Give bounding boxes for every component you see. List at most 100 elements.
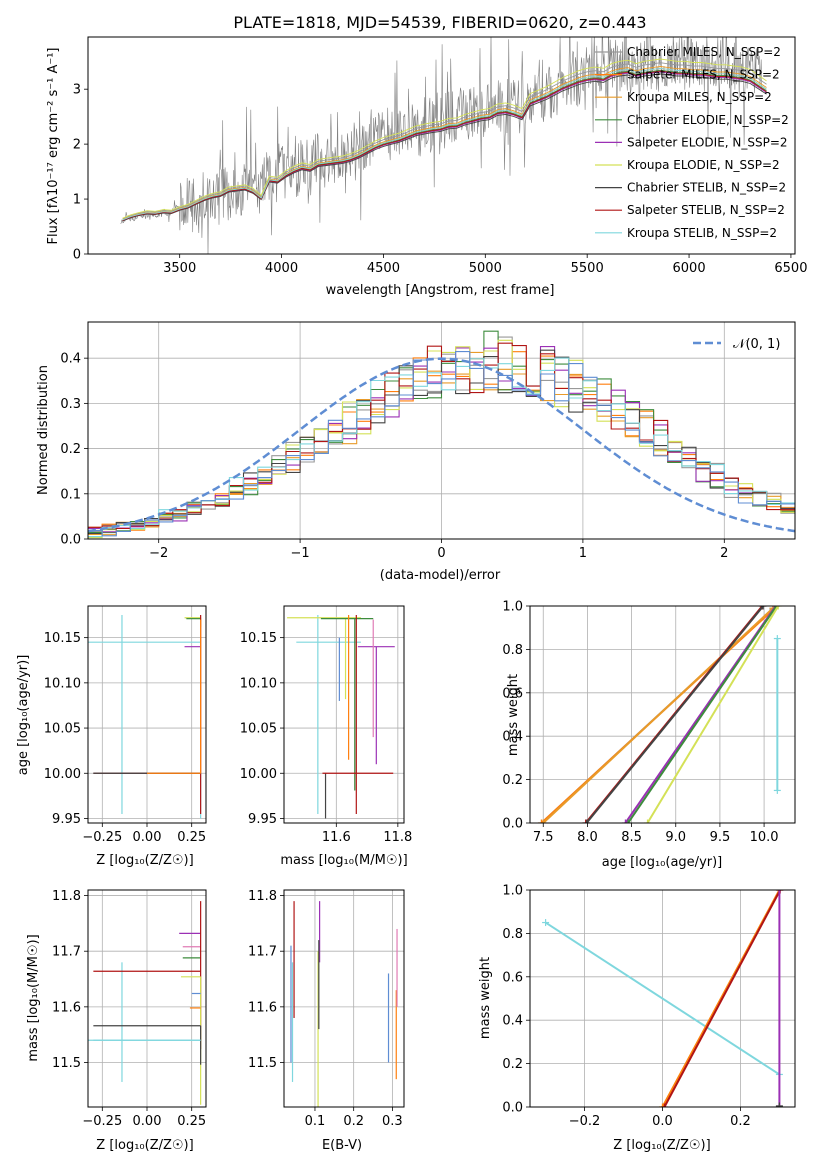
wAge-ylabel: mass weight	[506, 674, 521, 756]
residuals-ytick-label: 0.3	[60, 397, 81, 412]
age_vs_mass-ytick-label: 9.95	[248, 812, 277, 827]
age_vs_Z-plot-area	[88, 615, 202, 819]
weight_vs_Z-ytick-label: 0.4	[502, 1014, 523, 1029]
age_vs_mass-frame	[283, 605, 405, 824]
age_vs_Z-ytick-label: 10.10	[44, 676, 81, 691]
spectrum-plot-area	[120, 37, 767, 254]
residual-step-9	[88, 351, 795, 537]
residuals-ytick-label: 0.2	[60, 442, 81, 457]
age-vs-mass-panel: mass [log₁₀(M/M☉)] 11.6 11.8 9.95 10.00 10.0…	[240, 605, 412, 868]
errorbar-point-3	[357, 646, 395, 765]
mass_vs_EBV-ytick-label: 11.6	[248, 1000, 277, 1015]
spectrum-panel: PLATE=1818, MJD=54539, FIBERID=0620, z=0…	[46, 13, 807, 298]
residuals-ytick-label: 0.1	[60, 487, 81, 502]
wAge-xlabel: age [log₁₀(age/yr)]	[602, 855, 723, 870]
weight_vs_Z-xtick-label: 0.2	[730, 1114, 751, 1129]
weight-line-4	[775, 890, 783, 1107]
residuals-xtick-label: −2	[149, 546, 168, 561]
mass_vs_EBV-ytick-label: 11.8	[248, 889, 277, 904]
model-spectrum-line-7	[122, 70, 767, 221]
age_vs_mass-ytick-label: 10.15	[240, 631, 277, 646]
residuals-ytick-label: 0.0	[60, 533, 81, 548]
age_vs_mass-xtick-label: 11.6	[322, 830, 351, 845]
spectrum-ytick-label: 1	[73, 193, 81, 208]
weight_vs_Z-ytick-label: 0.8	[502, 927, 523, 942]
spectrum-xtick-label: 6000	[673, 261, 706, 276]
errorbar-point-1	[287, 617, 361, 700]
spectrum-ytick-label: 0	[73, 248, 81, 263]
weight_vs_Z-xtick-label: 0.0	[652, 1114, 673, 1129]
model-spectrum-line-2	[122, 66, 767, 221]
residuals-legend-label: 𝒩(0, 1)	[733, 337, 780, 352]
legend-label-8: Kroupa STELIB, N_SSP=2	[627, 226, 777, 240]
mass-vs-metallicity-panel: mass [log₁₀(M/M☉)] Z [log₁₀(Z/Z☉)] −0.25…	[26, 889, 207, 1153]
weight_vs_age-ytick-label: 0.2	[502, 773, 523, 788]
spectrum-ytick-label: 2	[73, 138, 81, 153]
normal-curve	[88, 357, 795, 533]
spectrum-xtick-label: 4500	[367, 261, 400, 276]
legend-label-2: Kroupa MILES, N_SSP=2	[627, 90, 772, 104]
massZ-xlabel: Z [log₁₀(Z/Z☉)]	[96, 1138, 193, 1153]
residuals-ylabel: Normed distribution	[36, 365, 51, 495]
age_vs_mass-ytick-label: 10.00	[240, 767, 277, 782]
weight-line-6	[624, 606, 780, 823]
errorbar-point-2	[320, 618, 374, 791]
massE-xlabel: E(B-V)	[322, 1138, 362, 1153]
errorbar-point-8	[322, 615, 394, 814]
mass_vs_Z-ytick-label: 11.7	[52, 945, 81, 960]
mass_vs_EBV-ytick-label: 11.5	[248, 1056, 277, 1071]
model-spectrum-line-0	[122, 62, 767, 220]
mass_vs_EBV-ytick-label: 11.7	[248, 945, 277, 960]
mass_vs_EBV-xtick-label: 0.1	[305, 1114, 326, 1129]
mass_vs_Z-xtick-label: 0.25	[177, 1114, 206, 1129]
weight_vs_Z-plot-area	[542, 890, 784, 1107]
model-spectrum-line-8	[122, 67, 767, 221]
weight-line-7	[643, 606, 782, 823]
observed-spectrum-line	[120, 37, 763, 254]
weight-segment	[627, 606, 778, 823]
ageM-xlabel: mass [log₁₀(M/M☉)]	[280, 853, 407, 868]
spectrum-xtick-label: 6500	[774, 261, 807, 276]
age_vs_mass-ytick-label: 10.10	[240, 676, 277, 691]
errorbar-point-0	[296, 615, 361, 814]
age_vs_mass-plot-area	[287, 615, 395, 819]
weight-line-4	[583, 606, 767, 823]
spectrum-xtick-label: 5000	[469, 261, 502, 276]
legend-label-7: Salpeter STELIB, N_SSP=2	[627, 203, 785, 217]
legend-label-1: Salpeter MILES, N_SSP=2	[627, 68, 780, 82]
residuals-xtick-label: 0	[437, 546, 445, 561]
spectrum-frame	[87, 36, 796, 255]
weight_vs_age-xtick-label: 9.0	[665, 830, 686, 845]
age_vs_Z-xtick-label: 0.00	[133, 830, 162, 845]
spectrum-ylabel: Flux [fλ10⁻¹⁷ erg cm⁻² s⁻¹ A⁻¹]	[46, 48, 61, 245]
mass_vs_EBV-xtick-label: 0.2	[343, 1114, 364, 1129]
age_vs_Z-ytick-label: 10.15	[44, 631, 81, 646]
residuals-xtick-label: 1	[579, 546, 587, 561]
age_vs_Z-xtick-label: 0.25	[177, 830, 206, 845]
weight-segment	[542, 607, 774, 823]
model-spectrum-line-6	[122, 73, 767, 222]
mass_vs_Z-ytick-label: 11.5	[52, 1056, 81, 1071]
wZ-xlabel: Z [log₁₀(Z/Z☉)]	[613, 1138, 710, 1153]
spectrum-xtick-label: 4000	[265, 261, 298, 276]
legend-label-3: Chabrier ELODIE, N_SSP=2	[627, 113, 789, 127]
age-vs-metallicity-panel: age [log₁₀(age/yr)] Z [log₁₀(Z/Z☉)] −0.2…	[16, 605, 207, 868]
age_vs_mass-xtick-label: 11.8	[383, 830, 412, 845]
legend-label-5: Kroupa ELODIE, N_SSP=2	[627, 158, 780, 172]
mass_vs_EBV-plot-area	[290, 901, 398, 1107]
residuals-xtick-label: 2	[720, 546, 728, 561]
residuals-xtick-label: −1	[291, 546, 310, 561]
residuals-xlabel: (data-model)/error	[380, 568, 501, 583]
mass_vs_Z-ytick-label: 11.6	[52, 1000, 81, 1015]
residuals-ytick-label: 0.4	[60, 352, 81, 367]
residuals-plot-area	[88, 330, 795, 539]
ageZ-ylabel: age [log₁₀(age/yr)]	[16, 655, 31, 776]
weight-vs-age-panel: mass weight age [log₁₀(age/yr)] 7.5 8.0 8.…	[502, 600, 796, 870]
weight_vs_Z-ytick-label: 0.2	[502, 1057, 523, 1072]
legend-label-4: Salpeter ELODIE, N_SSP=2	[627, 135, 788, 149]
weight_vs_Z-ytick-label: 0.0	[502, 1101, 523, 1116]
wZ-ylabel: mass weight	[478, 957, 493, 1039]
weight_vs_age-plot-area	[537, 606, 782, 823]
weight_vs_age-ytick-label: 0.8	[502, 643, 523, 658]
